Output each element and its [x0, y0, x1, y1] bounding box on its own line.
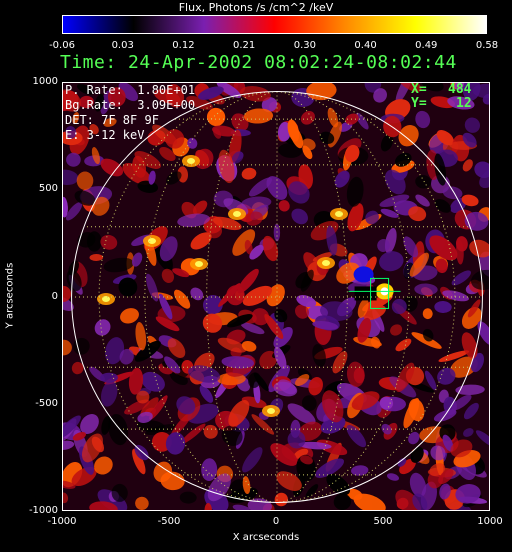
- x-tick-label: -1000: [47, 516, 77, 527]
- y-tick-label: 1000: [32, 76, 58, 87]
- y-tick-label: -500: [35, 397, 58, 409]
- cursor-y-value: 12: [456, 96, 472, 111]
- detectors-label: DET: 7F 8F 9F: [65, 113, 159, 127]
- source-box[interactable]: [370, 277, 390, 309]
- cursor-x-label: X=: [411, 82, 427, 97]
- colorbar-tick-label: 0.30: [293, 40, 316, 51]
- solar-limb: [71, 91, 483, 503]
- colorbar-tick-label: -0.06: [49, 40, 75, 51]
- colorbar-tick-label: 0.49: [415, 40, 438, 51]
- x-tick-label: 0: [272, 516, 280, 527]
- colorbar-tick-label: 0.40: [354, 40, 377, 51]
- colorbar-tick-label: 0.03: [111, 40, 134, 51]
- peak-rate: P. Rate: 1.80E+01: [65, 83, 196, 97]
- occulted-region: [354, 286, 377, 301]
- solar-image[interactable]: [63, 83, 490, 511]
- colorbar-tick-label: 0.12: [172, 40, 195, 51]
- colorbar-title: Flux, Photons /s /cm^2 /keV: [178, 1, 334, 14]
- y-tick-label: 500: [38, 183, 58, 195]
- colorbar-tick-label: 0.21: [233, 40, 256, 51]
- energy-label: E: 3-12 keV: [65, 128, 145, 142]
- colorbar-tick-label: 0.58: [475, 40, 499, 51]
- time-label: Time: 24-Apr-2002 08:02:24-08:02:44: [60, 52, 457, 73]
- image-plot[interactable]: P. Rate: 1.80E+01 Bg.Rate: 3.09E+00 DET:…: [62, 82, 490, 511]
- cursor-y-label: Y=: [411, 96, 427, 111]
- negative-flux-spot: [353, 266, 374, 283]
- y-axis-title: Y arcseconds: [4, 262, 16, 329]
- x-axis-title: X arcseconds: [232, 532, 300, 543]
- background-rate: Bg.Rate: 3.09E+00: [65, 98, 196, 112]
- cursor-x-value: 484: [448, 82, 472, 97]
- y-tick-label: -1000: [28, 505, 58, 516]
- y-tick-label: 0: [51, 290, 58, 302]
- x-tick-label: 500: [373, 516, 393, 527]
- x-tick-label: 1000: [477, 516, 503, 527]
- colorbar: [62, 15, 487, 34]
- x-tick-label: -500: [157, 516, 181, 527]
